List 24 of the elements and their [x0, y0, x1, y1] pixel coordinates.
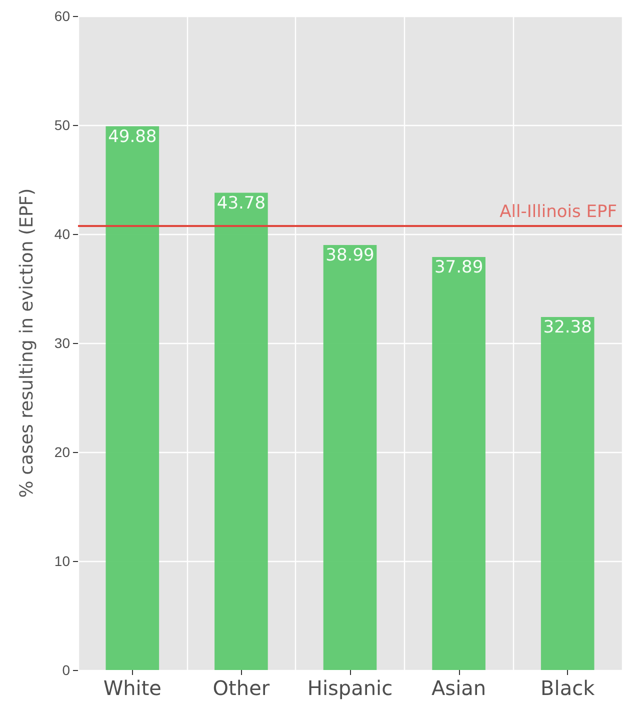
y-tick-label: 30	[54, 335, 70, 351]
bar	[106, 126, 160, 670]
data-label: 49.88	[108, 126, 157, 147]
y-tick-label: 0	[62, 662, 70, 678]
x-tick-label: Hispanic	[307, 676, 393, 700]
bar	[214, 192, 268, 670]
x-tick-label: Asian	[432, 676, 486, 700]
data-label: 32.38	[543, 318, 592, 338]
data-label: 38.99	[326, 246, 374, 266]
x-tick-label: White	[103, 676, 162, 700]
data-label: 37.89	[434, 258, 484, 278]
data-label: 43.78	[216, 193, 266, 214]
x-tick-label: Other	[212, 676, 270, 700]
y-tick-label: 20	[54, 444, 70, 460]
bar	[432, 257, 486, 670]
y-tick-label: 40	[54, 226, 70, 242]
ref-line-label: All-Illinois EPF	[500, 202, 617, 222]
x-tick-label: Black	[540, 676, 596, 700]
y-axis-title: % cases resulting in eviction (EPF)	[16, 188, 38, 498]
bar	[323, 245, 377, 670]
y-tick-label: 50	[54, 117, 70, 133]
bar	[540, 317, 594, 670]
y-tick-label: 60	[54, 8, 70, 24]
y-tick-label: 10	[54, 553, 70, 569]
